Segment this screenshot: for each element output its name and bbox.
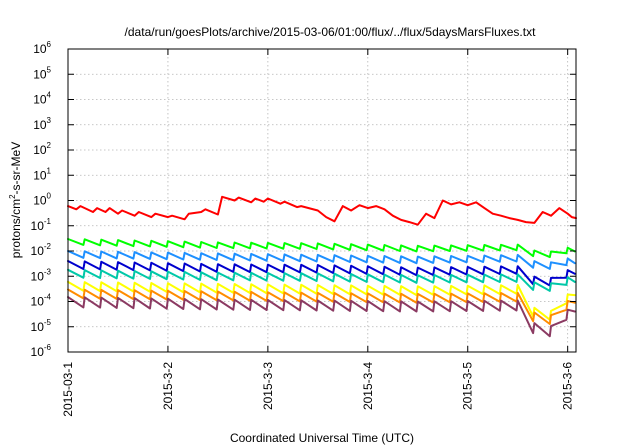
series-line [67, 238, 576, 259]
y-tick-exponent: 6 [47, 40, 52, 49]
plot-frame [67, 48, 577, 353]
y-tick-base: 10 [31, 219, 45, 233]
y-tick-label: 101 [33, 166, 51, 182]
y-axis-label: protons/cm2-s-sr-MeV [8, 142, 23, 258]
series-group [67, 195, 577, 338]
y-tick-exponent: 3 [47, 116, 52, 125]
y-axis-label-prefix: protons/cm [9, 199, 23, 258]
series-line [67, 250, 576, 270]
y-tick-base: 10 [33, 168, 47, 182]
y-tick-label: 10-2 [31, 242, 52, 258]
x-tick-label: 2015-03-1 [61, 362, 75, 417]
y-tick-base: 10 [31, 320, 45, 334]
y-axis-label-superscript: 2 [8, 194, 17, 199]
y-tick-label: 104 [33, 91, 51, 107]
x-tick-labels: 2015-03-1 2015-3-2 2015-3-3 2015-3-4 2015-3-… [61, 362, 575, 417]
y-tick-label: 10-6 [31, 343, 52, 359]
y-tick-exponent: -5 [44, 318, 52, 327]
y-tick-base: 10 [33, 93, 47, 107]
x-tick-label: 2015-3-3 [261, 362, 275, 410]
y-tick-label: 105 [33, 65, 51, 81]
y-tick-label: 106 [33, 40, 51, 56]
x-tick-label: 2015-3-2 [161, 362, 175, 410]
y-tick-exponent: 0 [47, 192, 52, 201]
y-tick-label: 100 [33, 192, 51, 208]
x-tick-label: 2015-3-4 [361, 362, 375, 410]
y-tick-label: 10-3 [31, 267, 52, 283]
y-tick-labels: 10-610-510-410-310-210-11001011021031041… [31, 40, 52, 359]
y-tick-exponent: -6 [44, 343, 52, 352]
series-line [67, 296, 576, 338]
y-tick-exponent: 1 [47, 166, 52, 175]
y-tick-base: 10 [31, 295, 45, 309]
y-tick-label: 103 [33, 116, 51, 132]
y-axis-label-suffix: -s-sr-MeV [9, 142, 23, 195]
y-tick-label: 10-4 [31, 293, 52, 309]
y-tick-base: 10 [31, 345, 45, 359]
y-tick-label: 102 [33, 141, 51, 157]
chart-title: /data/run/goesPlots/archive/2015-03-06/0… [125, 25, 537, 39]
y-tick-base: 10 [33, 42, 47, 56]
y-tick-exponent: -1 [44, 217, 52, 226]
y-tick-exponent: -3 [44, 267, 52, 276]
y-tick-label: 10-1 [31, 217, 52, 233]
series-line [67, 268, 576, 292]
series-line [67, 260, 576, 287]
y-tick-exponent: 5 [47, 65, 52, 74]
series-line [67, 288, 576, 325]
y-tick-exponent: -4 [44, 293, 52, 302]
x-axis-label: Coordinated Universal Time (UTC) [230, 431, 414, 445]
y-tick-exponent: -2 [44, 242, 52, 251]
x-tick-label: 2015-3-6 [561, 362, 575, 410]
y-tick-label: 10-5 [31, 318, 52, 334]
y-tick-base: 10 [31, 244, 45, 258]
x-tick-label: 2015-3-5 [461, 362, 475, 410]
y-tick-base: 10 [33, 118, 47, 132]
y-tick-exponent: 2 [47, 141, 52, 150]
y-tick-base: 10 [31, 269, 45, 283]
series-line [67, 195, 577, 226]
y-tick-base: 10 [33, 194, 47, 208]
y-tick-base: 10 [33, 143, 47, 157]
y-tick-base: 10 [33, 67, 47, 81]
y-tick-exponent: 4 [47, 91, 52, 100]
series-line [67, 280, 576, 321]
